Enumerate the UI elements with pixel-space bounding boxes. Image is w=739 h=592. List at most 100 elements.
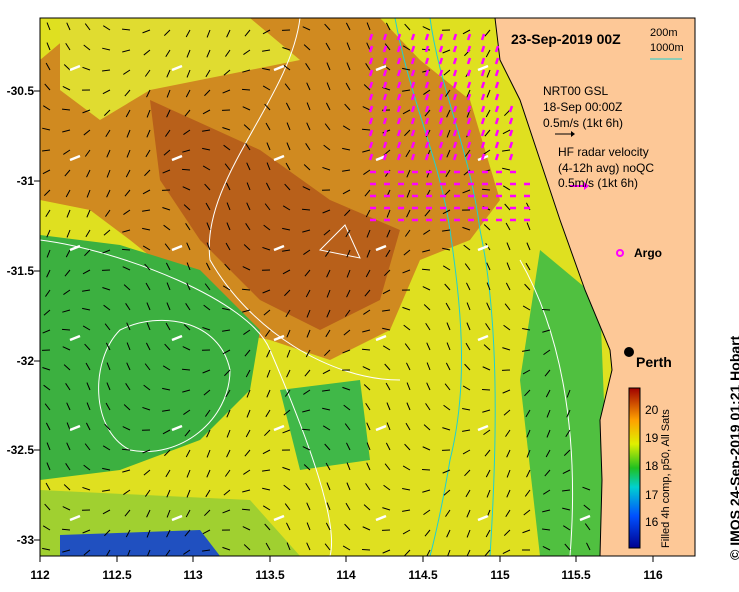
- radar-arrow: [410, 33, 416, 41]
- velocity-arrow: [125, 383, 131, 391]
- velocity-arrow: [304, 269, 311, 277]
- radar-arrow: [494, 57, 500, 65]
- velocity-arrow: [282, 429, 291, 434]
- velocity-arrow: [82, 269, 91, 275]
- velocity-arrow: [262, 505, 271, 511]
- radar-arrow: [452, 69, 458, 77]
- radar-arrow: [396, 153, 402, 161]
- velocity-arrow: [443, 69, 451, 76]
- velocity-arrow: [424, 109, 431, 117]
- velocity-arrow: [523, 509, 531, 516]
- radar-arrow: [368, 33, 374, 41]
- velocity-arrow: [282, 269, 291, 275]
- velocity-arrow: [385, 22, 391, 31]
- velocity-arrow: [166, 529, 171, 538]
- velocity-arrow: [386, 422, 391, 431]
- velocity-arrow: [222, 329, 231, 332]
- velocity-arrow: [366, 42, 371, 51]
- velocity-arrow: [65, 383, 71, 391]
- velocity-arrow: [503, 324, 511, 331]
- velocity-arrow: [486, 282, 491, 291]
- velocity-arrow: [222, 509, 231, 514]
- velocity-arrow: [305, 483, 311, 491]
- velocity-arrow: [342, 349, 351, 354]
- velocity-arrow: [106, 362, 111, 371]
- velocity-arrow: [225, 389, 231, 398]
- radar-arrow: [410, 93, 416, 101]
- velocity-arrow: [563, 525, 571, 531]
- radar-arrow: [438, 81, 444, 89]
- velocity-arrow: [546, 409, 551, 418]
- velocity-arrow: [422, 446, 431, 451]
- velocity-arrow: [105, 402, 111, 411]
- velocity-arrow: [206, 469, 211, 478]
- radar-arrow: [480, 69, 486, 77]
- radar-arrow: [466, 57, 472, 65]
- velocity-arrow-large: [375, 334, 387, 342]
- velocity-arrow: [203, 304, 211, 311]
- velocity-arrow: [485, 323, 491, 331]
- velocity-arrow: [224, 469, 231, 477]
- velocity-arrow: [525, 262, 531, 271]
- radar-arrow: [396, 105, 402, 113]
- cool-region: [40, 235, 260, 480]
- velocity-arrow: [202, 549, 211, 552]
- x-tick-label: 112: [30, 568, 50, 582]
- velocity-arrow: [262, 246, 271, 251]
- velocity-arrow: [586, 542, 591, 551]
- velocity-arrow: [242, 489, 251, 493]
- radar-arrow: [438, 153, 444, 161]
- velocity-arrow: [182, 346, 191, 351]
- radar-arrow: [410, 153, 416, 161]
- argo-marker: [616, 249, 624, 257]
- radar-arrow: [424, 81, 430, 89]
- velocity-arrow: [522, 349, 531, 352]
- velocity-arrow: [222, 546, 231, 551]
- velocity-arrow: [541, 308, 551, 311]
- velocity-arrow: [246, 409, 251, 418]
- velocity-arrow: [306, 329, 311, 338]
- velocity-arrow: [344, 103, 351, 111]
- contour-200m-label: 200m: [650, 27, 678, 39]
- velocity-arrow: [127, 549, 131, 556]
- velocity-arrow: [402, 465, 411, 471]
- velocity-arrow: [263, 309, 271, 316]
- velocity-arrow: [443, 404, 451, 411]
- velocity-arrow: [121, 248, 131, 251]
- velocity-arrow: [402, 306, 411, 311]
- velocity-arrow: [42, 547, 51, 551]
- velocity-arrow: [403, 324, 411, 331]
- velocity-arrow: [46, 462, 51, 471]
- velocity-arrow: [424, 529, 431, 537]
- velocity-arrow: [324, 23, 331, 31]
- velocity-arrow: [186, 242, 191, 251]
- velocity-arrow: [205, 489, 211, 498]
- velocity-arrow: [284, 503, 291, 511]
- velocity-arrow: [503, 409, 511, 416]
- velocity-arrow: [444, 189, 451, 197]
- x-tick-label: 113.5: [255, 568, 285, 582]
- velocity-arrow: [286, 122, 291, 131]
- velocity-arrow: [502, 347, 511, 351]
- velocity-arrow: [503, 529, 511, 536]
- velocity-arrow: [66, 22, 71, 31]
- velocity-arrow: [66, 422, 71, 431]
- velocity-arrow: [124, 89, 131, 97]
- velocity-arrow: [122, 469, 131, 473]
- velocity-arrow: [245, 369, 251, 378]
- velocity-arrow: [45, 482, 51, 491]
- velocity-arrow: [163, 149, 171, 156]
- velocity-arrow: [365, 403, 371, 411]
- velocity-arrow: [406, 169, 411, 178]
- velocity-arrow: [264, 523, 271, 531]
- velocity-arrow: [65, 463, 71, 471]
- velocity-arrow: [522, 369, 531, 375]
- velocity-arrow: [264, 103, 271, 111]
- velocity-arrow: [266, 349, 271, 358]
- velocity-arrow: [302, 446, 311, 451]
- velocity-arrow: [45, 62, 51, 71]
- velocity-arrow: [102, 25, 111, 31]
- velocity-arrow: [306, 502, 311, 511]
- velocity-arrow: [524, 389, 531, 397]
- velocity-arrow: [363, 384, 371, 391]
